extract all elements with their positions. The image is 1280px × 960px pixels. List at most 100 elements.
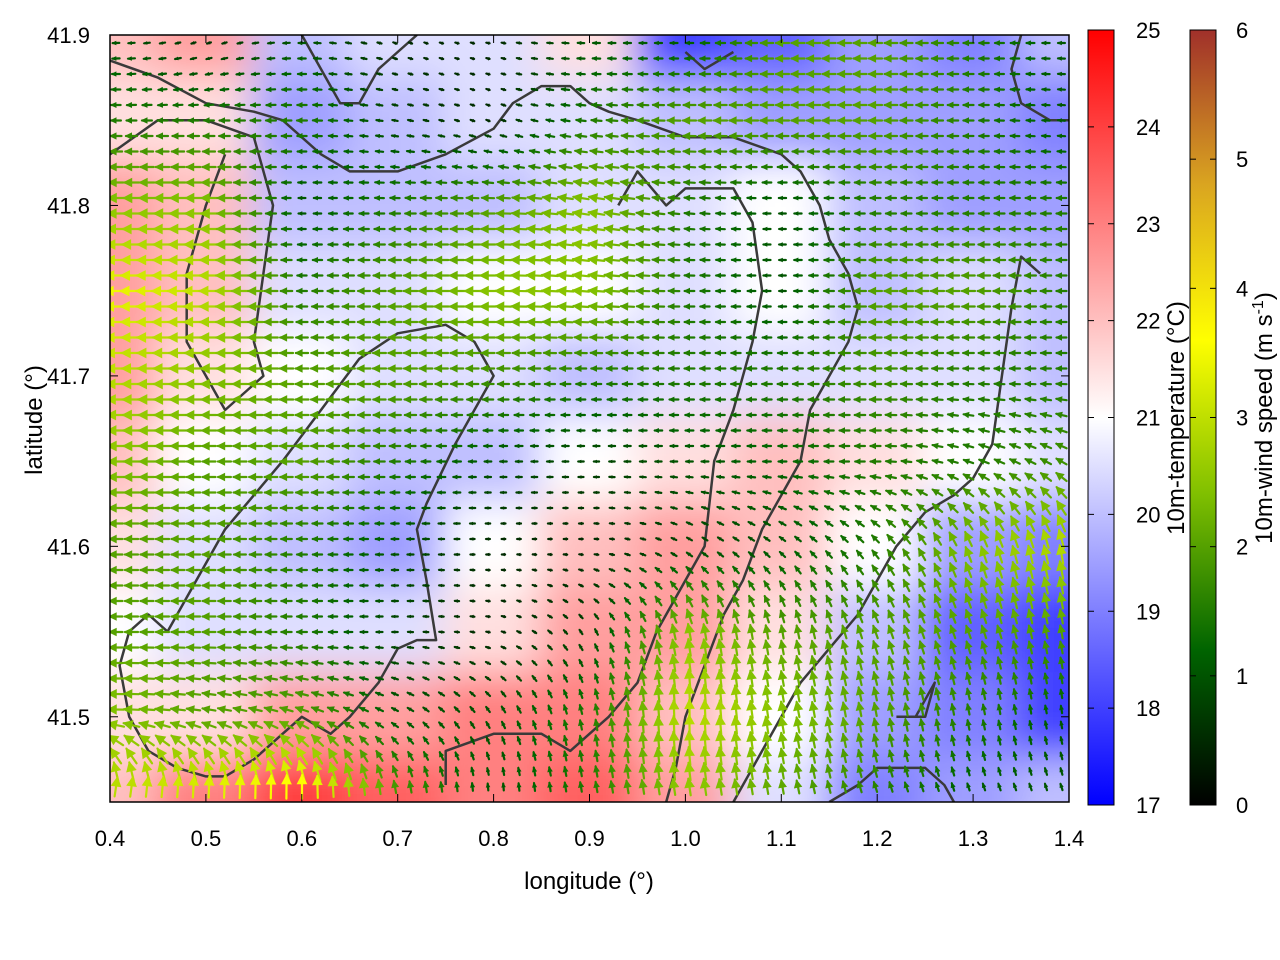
wind-vector bbox=[231, 379, 249, 389]
wind-vector bbox=[373, 210, 386, 217]
wind-vector bbox=[836, 116, 853, 125]
wind-vector bbox=[499, 475, 508, 479]
wind-vector bbox=[558, 349, 573, 357]
wind-vector bbox=[232, 193, 248, 203]
wind-vector bbox=[509, 285, 529, 297]
wind-vector bbox=[248, 581, 263, 590]
wind-vector bbox=[500, 118, 507, 123]
wind-vector bbox=[807, 257, 819, 263]
wind-vector bbox=[469, 583, 476, 588]
wind-vector bbox=[993, 86, 1006, 93]
wind-vector bbox=[479, 317, 497, 327]
colorbar-tick-label: 18 bbox=[1136, 696, 1160, 721]
wind-vector bbox=[651, 225, 666, 233]
wind-vector bbox=[869, 473, 882, 481]
wind-vector bbox=[371, 379, 387, 389]
wind-vector bbox=[668, 412, 680, 418]
wind-vector bbox=[853, 163, 867, 171]
wind-vector bbox=[464, 224, 481, 234]
wind-vector bbox=[390, 118, 399, 123]
wind-vector bbox=[1056, 559, 1067, 580]
wind-vector bbox=[759, 132, 775, 140]
wind-vector bbox=[1039, 427, 1053, 434]
wind-vector bbox=[1008, 225, 1022, 233]
wind-vector bbox=[885, 504, 897, 512]
wind-vector bbox=[295, 535, 309, 543]
wind-vector bbox=[651, 271, 666, 280]
wind-vector bbox=[514, 459, 524, 464]
wind-vector bbox=[698, 179, 712, 186]
wind-vector bbox=[588, 178, 605, 188]
wind-vector bbox=[417, 317, 434, 327]
wind-vector bbox=[296, 56, 307, 61]
temperature-cell bbox=[1019, 331, 1069, 421]
wind-vector bbox=[730, 241, 742, 248]
wind-vector bbox=[867, 317, 883, 327]
wind-vector bbox=[914, 349, 929, 357]
wind-vector bbox=[139, 596, 155, 606]
wind-vector bbox=[189, 56, 198, 61]
wind-vector bbox=[760, 163, 773, 171]
wind-vector bbox=[278, 472, 294, 482]
wind-vector bbox=[763, 536, 771, 542]
wind-vector bbox=[1025, 55, 1036, 62]
wind-vector bbox=[899, 427, 913, 434]
wind-vector bbox=[946, 117, 960, 124]
wind-vector bbox=[357, 241, 371, 248]
wind-vector bbox=[1024, 500, 1037, 516]
wind-vector bbox=[899, 101, 914, 109]
wind-vector bbox=[434, 380, 449, 388]
wind-vector bbox=[156, 102, 168, 108]
wind-vector bbox=[1008, 241, 1022, 248]
wind-vector bbox=[278, 395, 295, 404]
wind-vector bbox=[837, 364, 852, 373]
wind-vector bbox=[387, 348, 403, 358]
wind-vector bbox=[762, 288, 772, 294]
wind-vector bbox=[545, 41, 554, 45]
wind-vector bbox=[263, 457, 279, 466]
wind-vector bbox=[994, 560, 1005, 579]
wind-vector bbox=[201, 472, 217, 482]
wind-vector bbox=[682, 163, 697, 171]
wind-vector bbox=[933, 562, 942, 578]
wind-vector bbox=[280, 164, 292, 170]
wind-vector bbox=[481, 179, 495, 186]
wind-vector bbox=[730, 396, 742, 403]
wind-vector bbox=[573, 147, 588, 156]
wind-vector bbox=[311, 133, 323, 139]
wind-vector bbox=[946, 225, 960, 233]
wind-vector bbox=[1056, 576, 1067, 595]
wind-vector bbox=[296, 71, 308, 77]
wind-vector bbox=[746, 303, 757, 310]
wind-vector bbox=[593, 521, 600, 526]
wind-vector bbox=[808, 195, 819, 201]
wind-vector bbox=[110, 487, 125, 498]
wind-vector bbox=[836, 54, 853, 63]
y-tick-label: 41.8 bbox=[47, 193, 90, 218]
wind-vector bbox=[603, 178, 620, 187]
wind-vector bbox=[327, 226, 339, 232]
wind-vector bbox=[869, 504, 881, 512]
wind-vector bbox=[1039, 411, 1053, 419]
wind-vector bbox=[622, 428, 633, 433]
wind-vector bbox=[311, 551, 324, 558]
wind-vector bbox=[852, 116, 868, 125]
wind-vector bbox=[607, 475, 616, 479]
wind-vector bbox=[945, 271, 961, 280]
wind-vector bbox=[390, 134, 400, 138]
wind-vector bbox=[962, 458, 975, 465]
wind-vector bbox=[838, 489, 850, 496]
wind-vector bbox=[667, 70, 680, 78]
wind-vector bbox=[419, 427, 433, 434]
wind-vector bbox=[453, 537, 461, 541]
wind-vector bbox=[168, 192, 187, 204]
wind-vector bbox=[448, 270, 466, 281]
wind-vector bbox=[371, 286, 387, 296]
wind-vector bbox=[248, 566, 263, 574]
wind-vector bbox=[388, 458, 401, 465]
wind-vector bbox=[417, 302, 434, 311]
wind-vector bbox=[961, 318, 976, 326]
wind-vector bbox=[684, 40, 695, 46]
wind-vector bbox=[608, 490, 616, 495]
wind-vector bbox=[807, 179, 820, 186]
